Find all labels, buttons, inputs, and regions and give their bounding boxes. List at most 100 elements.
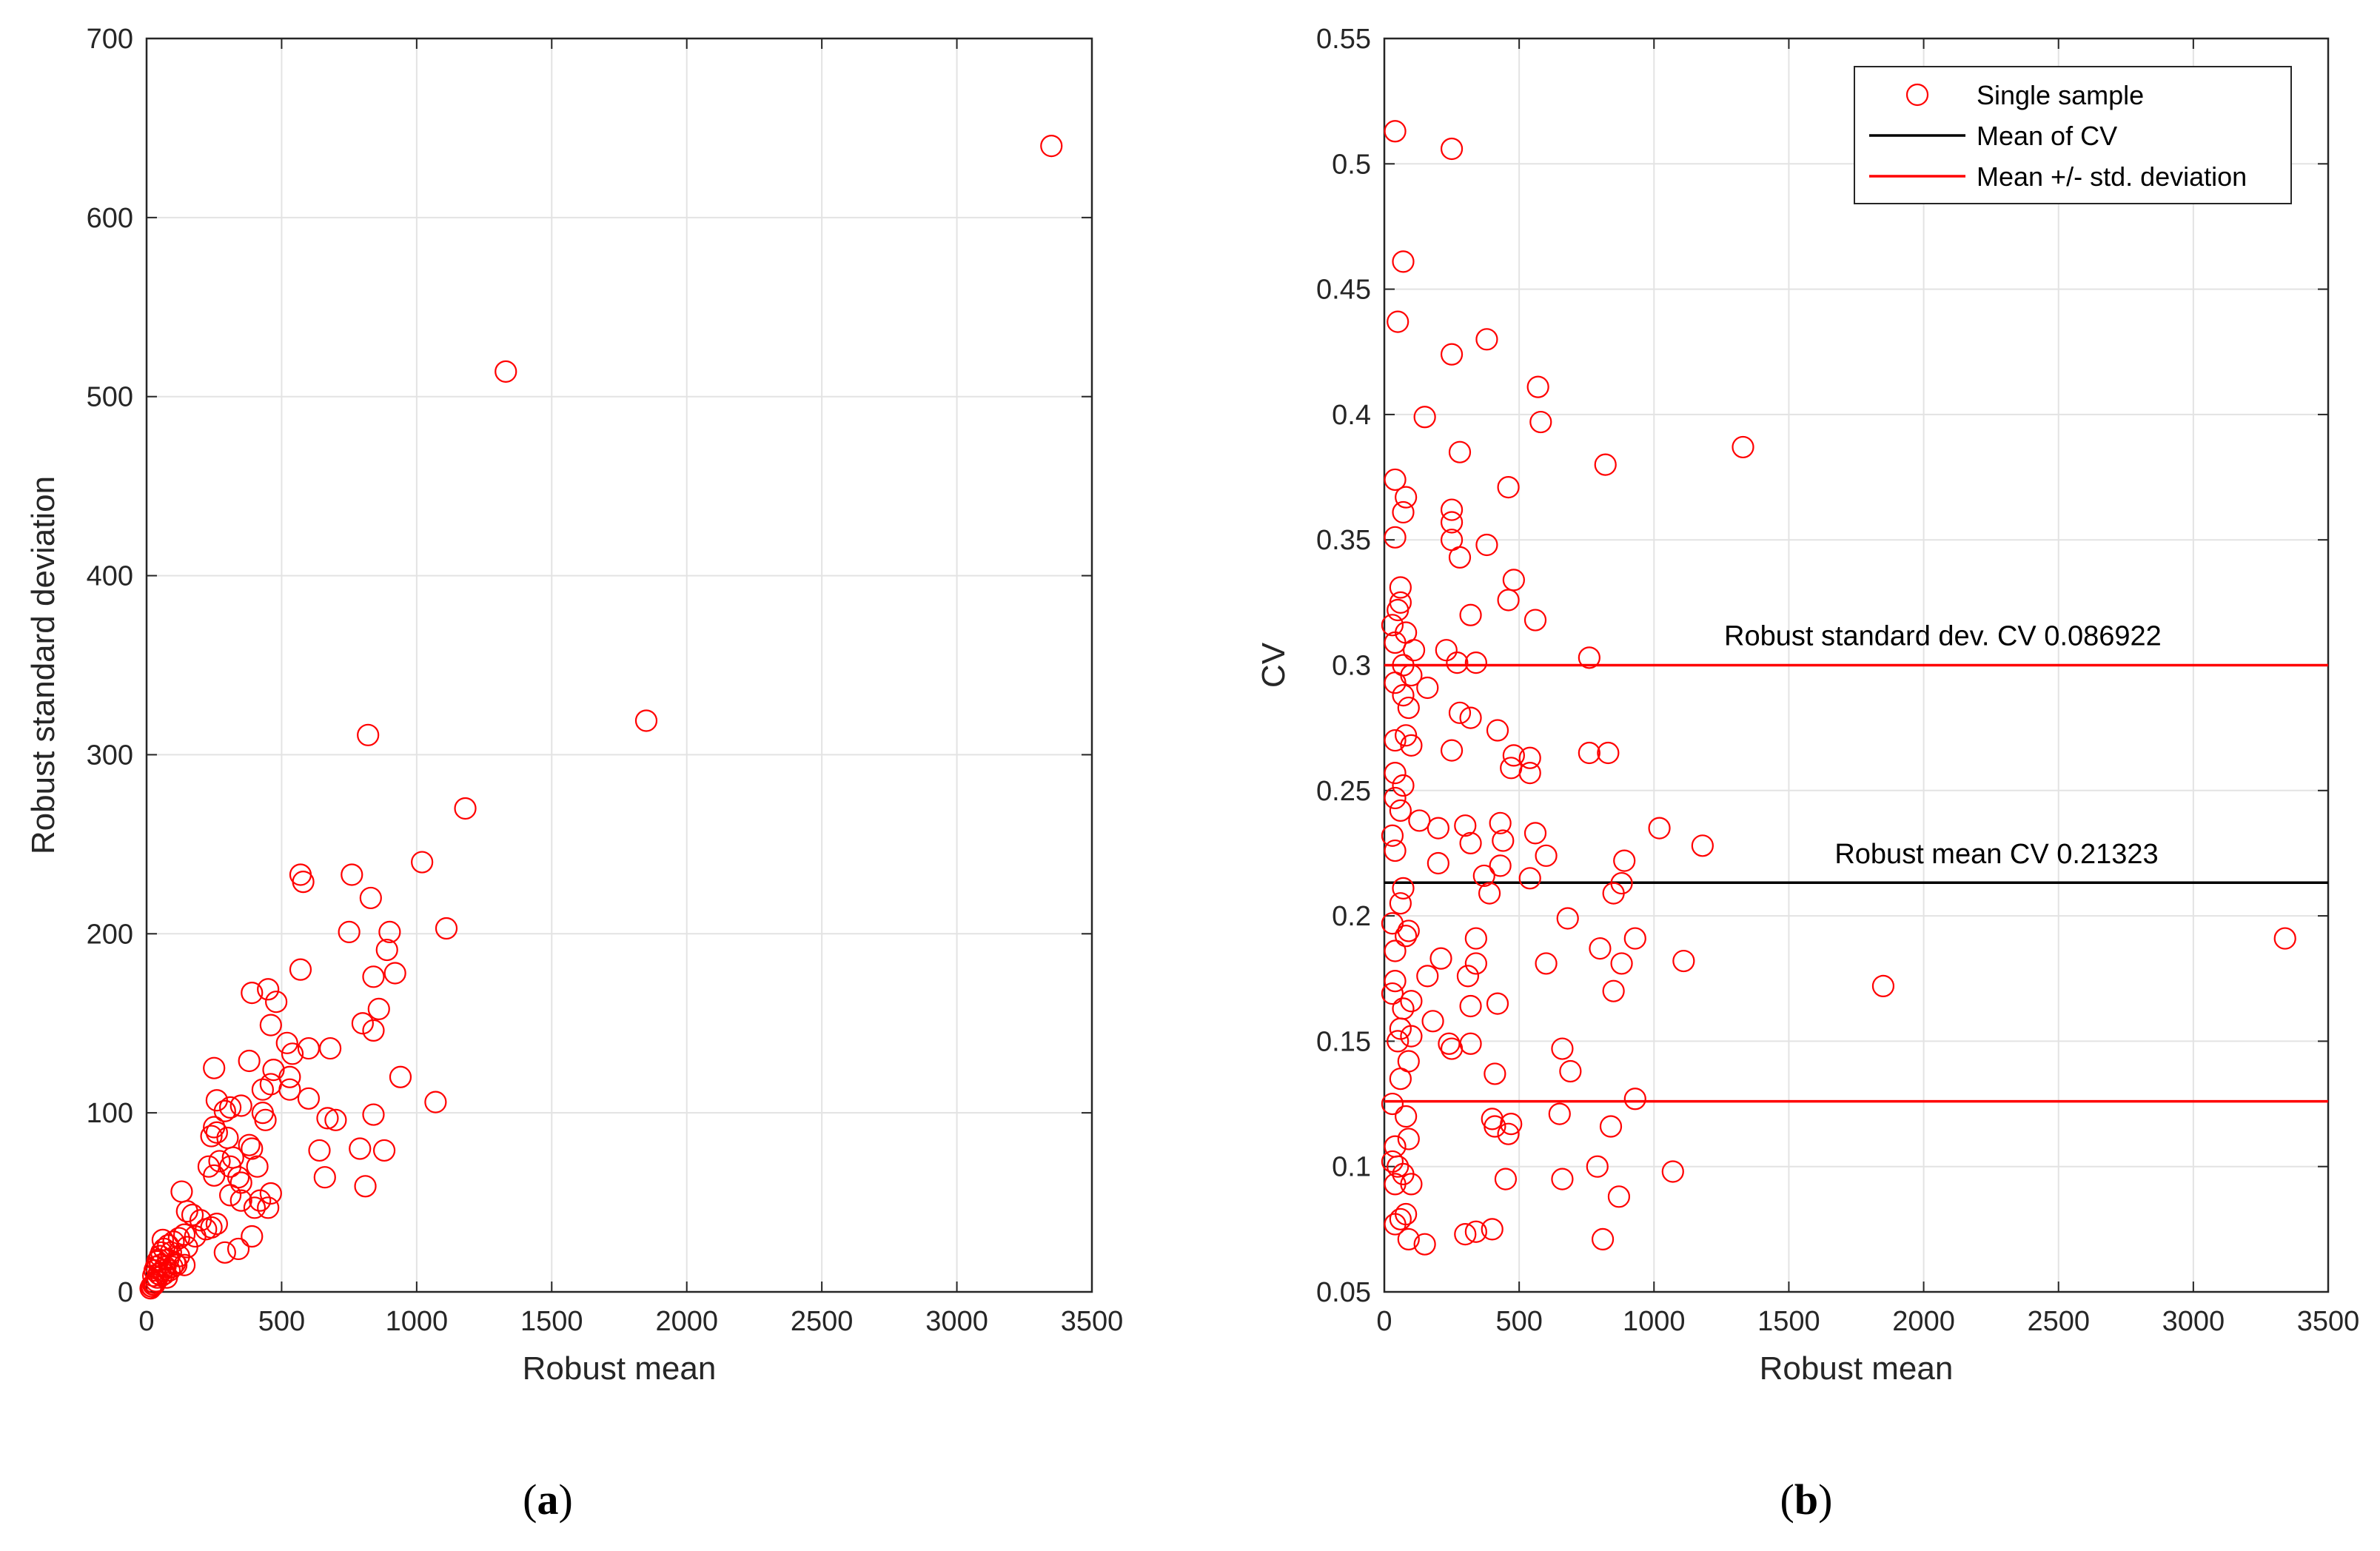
data-point bbox=[1500, 1113, 1523, 1136]
data-point bbox=[454, 797, 477, 820]
legend-label: Mean of CV bbox=[1977, 121, 2117, 151]
panel-label-letter: b bbox=[1794, 1475, 1818, 1524]
data-point bbox=[1389, 799, 1412, 822]
panel-label-open: ( bbox=[523, 1475, 537, 1524]
data-point bbox=[142, 1264, 165, 1287]
data-point bbox=[1475, 533, 1498, 557]
data-point bbox=[1416, 676, 1439, 700]
data-point bbox=[383, 962, 406, 985]
data-point bbox=[1523, 822, 1547, 845]
data-point bbox=[435, 917, 458, 940]
data-point bbox=[1389, 1068, 1412, 1091]
data-point bbox=[1559, 1059, 1582, 1083]
data-point bbox=[359, 886, 382, 910]
data-point bbox=[278, 1078, 301, 1101]
data-point bbox=[213, 1099, 236, 1122]
data-point bbox=[1492, 829, 1515, 852]
data-point bbox=[1400, 1025, 1423, 1048]
data-point bbox=[1400, 663, 1423, 687]
data-point bbox=[1464, 952, 1487, 975]
data-point bbox=[1427, 817, 1449, 840]
data-point bbox=[1392, 250, 1415, 273]
x-tick-label: 500 bbox=[1495, 1306, 1542, 1337]
data-point bbox=[1602, 882, 1625, 905]
data-point bbox=[1551, 1037, 1574, 1060]
y-tick-label: 0.25 bbox=[1316, 776, 1371, 807]
data-point bbox=[1416, 965, 1439, 988]
data-point bbox=[1384, 671, 1407, 694]
data-point bbox=[1454, 814, 1477, 837]
data-point bbox=[1484, 1115, 1506, 1138]
data-point bbox=[1594, 453, 1617, 476]
data-point bbox=[351, 1012, 374, 1035]
data-point bbox=[411, 851, 434, 874]
data-point bbox=[1392, 877, 1415, 900]
x-tick-label: 500 bbox=[258, 1306, 305, 1337]
data-point bbox=[634, 709, 658, 732]
data-point bbox=[1486, 719, 1509, 742]
data-point bbox=[1871, 974, 1895, 998]
data-point bbox=[254, 1108, 277, 1131]
data-point bbox=[297, 1036, 321, 1060]
data-point bbox=[1578, 741, 1600, 765]
data-point bbox=[1402, 639, 1426, 662]
data-point bbox=[349, 1137, 372, 1160]
y-tick-label: 0.5 bbox=[1332, 149, 1371, 180]
data-point bbox=[362, 1019, 385, 1042]
data-point bbox=[1497, 589, 1520, 612]
data-point bbox=[1438, 1032, 1461, 1055]
data-point bbox=[1440, 137, 1464, 161]
data-point bbox=[1648, 817, 1671, 840]
data-point bbox=[1381, 912, 1404, 935]
data-point bbox=[1497, 475, 1520, 499]
data-point bbox=[1446, 651, 1469, 674]
data-point bbox=[1400, 990, 1423, 1013]
y-tick-label: 0.2 bbox=[1332, 901, 1371, 932]
data-point bbox=[1464, 927, 1487, 950]
data-point bbox=[167, 1227, 190, 1250]
data-point bbox=[1602, 979, 1625, 1002]
data-point bbox=[1387, 1155, 1409, 1178]
data-point bbox=[1597, 741, 1620, 765]
data-point bbox=[195, 1218, 218, 1241]
y-tick-label: 0.45 bbox=[1316, 275, 1371, 306]
data-point bbox=[1395, 925, 1418, 948]
data-point bbox=[1732, 435, 1754, 459]
data-point bbox=[1459, 831, 1482, 855]
data-point bbox=[172, 1223, 196, 1246]
data-point bbox=[1591, 1227, 1615, 1250]
data-point bbox=[1384, 120, 1407, 143]
x-axis-label: Robust mean bbox=[1760, 1350, 1954, 1387]
data-point bbox=[1397, 1227, 1420, 1250]
data-point bbox=[324, 1108, 347, 1131]
data-point bbox=[262, 1058, 285, 1082]
x-tick-label: 1500 bbox=[1757, 1306, 1820, 1337]
data-point bbox=[1518, 761, 1541, 785]
data-point bbox=[1427, 851, 1449, 875]
data-point bbox=[1448, 701, 1472, 724]
y-tick-label: 0.4 bbox=[1332, 400, 1371, 431]
annotation-text: Robust standard dev. CV 0.086922 bbox=[1724, 620, 2162, 651]
data-point bbox=[259, 1182, 282, 1205]
data-point bbox=[319, 1036, 342, 1060]
data-point bbox=[1599, 1115, 1623, 1138]
x-tick-label: 2500 bbox=[791, 1306, 854, 1337]
y-tick-label: 700 bbox=[87, 24, 133, 55]
data-point bbox=[1526, 375, 1549, 398]
data-point bbox=[203, 1116, 226, 1139]
data-point bbox=[1672, 949, 1695, 973]
data-point bbox=[1548, 1102, 1571, 1125]
data-point bbox=[1518, 867, 1541, 890]
data-point bbox=[1454, 1223, 1477, 1246]
x-tick-label: 0 bbox=[1376, 1306, 1392, 1337]
y-tick-label: 400 bbox=[87, 561, 133, 592]
data-point bbox=[1661, 1160, 1684, 1183]
data-point bbox=[257, 978, 280, 1001]
data-point bbox=[1440, 343, 1464, 366]
data-point bbox=[1502, 744, 1525, 767]
y-tick-label: 0.15 bbox=[1316, 1026, 1371, 1057]
data-point bbox=[203, 1056, 226, 1079]
data-point bbox=[1400, 1173, 1423, 1196]
data-point bbox=[297, 1087, 321, 1110]
data-point bbox=[1381, 982, 1404, 1005]
